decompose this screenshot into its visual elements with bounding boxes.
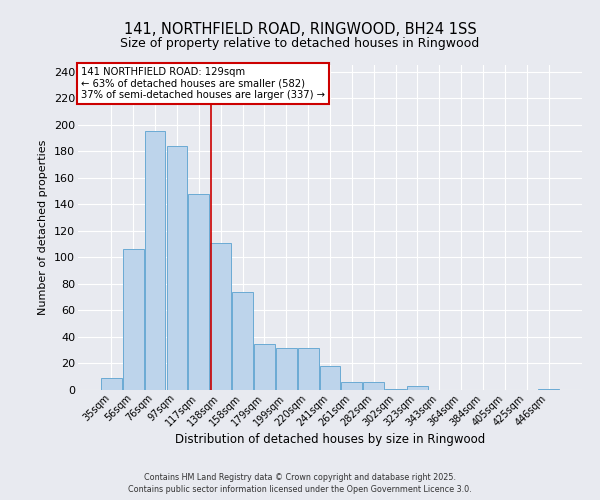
Text: Contains public sector information licensed under the Open Government Licence 3.: Contains public sector information licen… [128, 485, 472, 494]
Y-axis label: Number of detached properties: Number of detached properties [38, 140, 49, 315]
Bar [276, 348, 296, 390]
Bar [167, 146, 187, 390]
Bar [145, 132, 166, 390]
Bar [341, 382, 362, 390]
Bar [123, 250, 143, 390]
Bar [210, 243, 231, 390]
Bar [254, 344, 275, 390]
Bar [385, 388, 406, 390]
Bar [320, 366, 340, 390]
Bar [407, 386, 428, 390]
Bar [364, 382, 384, 390]
Bar [538, 388, 559, 390]
X-axis label: Distribution of detached houses by size in Ringwood: Distribution of detached houses by size … [175, 433, 485, 446]
Text: Contains HM Land Registry data © Crown copyright and database right 2025.: Contains HM Land Registry data © Crown c… [144, 472, 456, 482]
Text: 141, NORTHFIELD ROAD, RINGWOOD, BH24 1SS: 141, NORTHFIELD ROAD, RINGWOOD, BH24 1SS [124, 22, 476, 38]
Text: 141 NORTHFIELD ROAD: 129sqm
← 63% of detached houses are smaller (582)
37% of se: 141 NORTHFIELD ROAD: 129sqm ← 63% of det… [80, 66, 325, 100]
Bar [232, 292, 253, 390]
Bar [188, 194, 209, 390]
Bar [298, 348, 319, 390]
Bar [101, 378, 122, 390]
Text: Size of property relative to detached houses in Ringwood: Size of property relative to detached ho… [121, 38, 479, 51]
